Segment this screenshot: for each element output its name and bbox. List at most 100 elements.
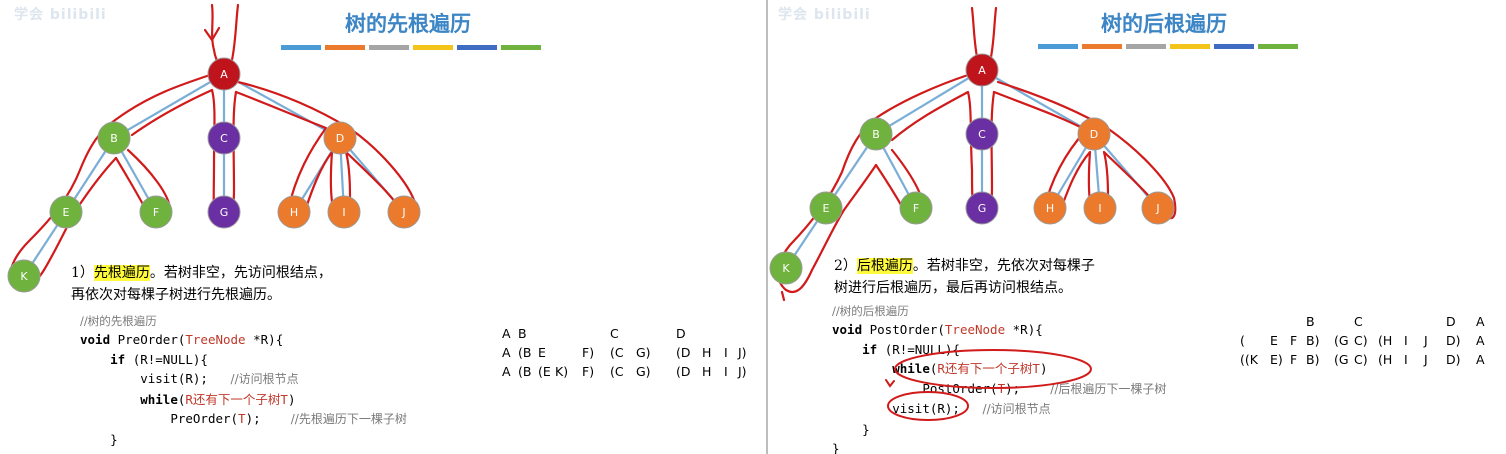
sequence-token: F) bbox=[582, 364, 595, 379]
sequence-token: E bbox=[538, 345, 546, 360]
tree-node-c: C bbox=[207, 121, 241, 155]
tree-node-e: E bbox=[809, 191, 843, 225]
sequence-token: C) bbox=[1354, 352, 1368, 367]
tree-node-h: H bbox=[277, 195, 311, 229]
description-text: 1）先根遍历。若树非空，先访问根结点， 再依次对每棵子树进行先根遍历。 bbox=[71, 265, 332, 303]
tree-node-label: B bbox=[872, 128, 880, 141]
tree-edge-a-d bbox=[223, 73, 341, 139]
tree-node-circle bbox=[327, 195, 361, 229]
sequence-token: J) bbox=[738, 345, 747, 360]
sequence-token: B bbox=[518, 326, 527, 341]
code-title-comment: //树的先根遍历 bbox=[80, 314, 157, 328]
tree-node-i: I bbox=[327, 195, 361, 229]
sequence-token: C) bbox=[1354, 333, 1368, 348]
sequence-token: B) bbox=[1306, 333, 1320, 348]
tree-node-label: I bbox=[342, 206, 345, 219]
tree-node-circle bbox=[859, 117, 893, 151]
sequence-token: (H bbox=[1378, 352, 1393, 367]
tree-node-circle bbox=[277, 195, 311, 229]
sequence-token: G) bbox=[636, 364, 651, 379]
slide-divider bbox=[766, 0, 768, 454]
highlighted-term: 先根遍历 bbox=[93, 265, 150, 281]
watermark-logo: 学会 bilibili bbox=[778, 7, 871, 23]
tree-node-b: B bbox=[859, 117, 893, 151]
tree-node-j: J bbox=[387, 195, 421, 229]
tree-node-d: D bbox=[1077, 117, 1111, 151]
sequence-token: J) bbox=[738, 364, 747, 379]
tree-node-label: C bbox=[220, 132, 228, 145]
sequence-token: (E bbox=[538, 364, 551, 379]
slide-title: 树的后根遍历 bbox=[1101, 12, 1227, 36]
colorbar-segment bbox=[281, 45, 321, 50]
sequence-token: C bbox=[1354, 314, 1363, 329]
sequence-token: F bbox=[1290, 333, 1298, 348]
tree-node-h: H bbox=[1033, 191, 1067, 225]
tree-node-label: H bbox=[290, 206, 298, 219]
sequence-token: (H bbox=[1378, 333, 1393, 348]
colorbar-segment bbox=[501, 45, 541, 50]
tree-node-circle bbox=[1077, 117, 1111, 151]
colorbar-segment bbox=[1038, 44, 1078, 49]
tree-node-label: H bbox=[1046, 202, 1054, 215]
tree-node-d: D bbox=[323, 121, 357, 155]
sequence-token: G) bbox=[636, 345, 651, 360]
tree-node-circle bbox=[965, 53, 999, 87]
sequence-token: D) bbox=[1446, 352, 1461, 367]
colorbar-segment bbox=[1126, 44, 1166, 49]
tree-node-circle bbox=[1083, 191, 1117, 225]
tree-node-f: F bbox=[899, 191, 933, 225]
tree-node-label: K bbox=[20, 270, 28, 283]
code-block: void PostOrder(TreeNode *R){ if (R!=NULL… bbox=[832, 322, 1167, 454]
tree-diagram: A B C D E F G H I J K bbox=[7, 3, 421, 293]
sequence-token: (C bbox=[610, 345, 624, 360]
tree-node-circle bbox=[387, 195, 421, 229]
tree-node-circle bbox=[965, 117, 999, 151]
colorbar-segment bbox=[457, 45, 497, 50]
sequence-token: A bbox=[502, 345, 511, 360]
tree-node-k: K bbox=[7, 259, 41, 293]
sequence-token: K) bbox=[555, 364, 569, 379]
tree-node-label: I bbox=[1098, 202, 1101, 215]
sequence-token: B bbox=[1306, 314, 1315, 329]
tree-node-j: J bbox=[1141, 191, 1175, 225]
tree-node-circle bbox=[139, 195, 173, 229]
colorbar-segment bbox=[413, 45, 453, 50]
tree-node-label: D bbox=[336, 132, 344, 145]
sequence-token: E bbox=[1270, 333, 1278, 348]
tree-node-b: B bbox=[97, 121, 131, 155]
tree-edge-a-b bbox=[113, 73, 225, 139]
colorbar-segment bbox=[369, 45, 409, 50]
tree-node-label: B bbox=[110, 132, 118, 145]
tree-edge-a-d bbox=[981, 69, 1095, 135]
sequence-token: I bbox=[724, 345, 728, 360]
sequence-token: H bbox=[702, 364, 712, 379]
colorbar-segment bbox=[1214, 44, 1254, 49]
colorbar-segment bbox=[1170, 44, 1210, 49]
sequence-token: ((K bbox=[1240, 352, 1258, 367]
tree-node-i: I bbox=[1083, 191, 1117, 225]
sequence-token: J bbox=[1424, 352, 1428, 367]
tree-node-label: C bbox=[978, 128, 986, 141]
tree-node-g: G bbox=[965, 191, 999, 225]
sequence-token: H bbox=[702, 345, 712, 360]
sequence-token: (G bbox=[1334, 333, 1349, 348]
sequence-token: (C bbox=[610, 364, 624, 379]
sequence-token: E) bbox=[1270, 352, 1283, 367]
sequence-token: I bbox=[1404, 333, 1408, 348]
tree-node-circle bbox=[49, 195, 83, 229]
tree-node-circle bbox=[809, 191, 843, 225]
tree-node-label: D bbox=[1090, 128, 1098, 141]
sequence-token: F bbox=[1290, 352, 1298, 367]
sequence-token: I bbox=[724, 364, 728, 379]
tree-node-label: J bbox=[401, 206, 405, 219]
tree-node-circle bbox=[899, 191, 933, 225]
sequence-token: I bbox=[1404, 352, 1408, 367]
tree-node-label: E bbox=[823, 202, 830, 215]
tree-node-circle bbox=[323, 121, 357, 155]
description-text: 2）后根遍历。若树非空，先依次对每棵子 树进行后根遍历，最后再访问根结点。 bbox=[834, 258, 1095, 296]
sequence-token: D bbox=[676, 326, 686, 341]
tree-node-a: A bbox=[965, 53, 999, 87]
sequence-token: J bbox=[1424, 333, 1428, 348]
sequence-token: (G bbox=[1334, 352, 1349, 367]
